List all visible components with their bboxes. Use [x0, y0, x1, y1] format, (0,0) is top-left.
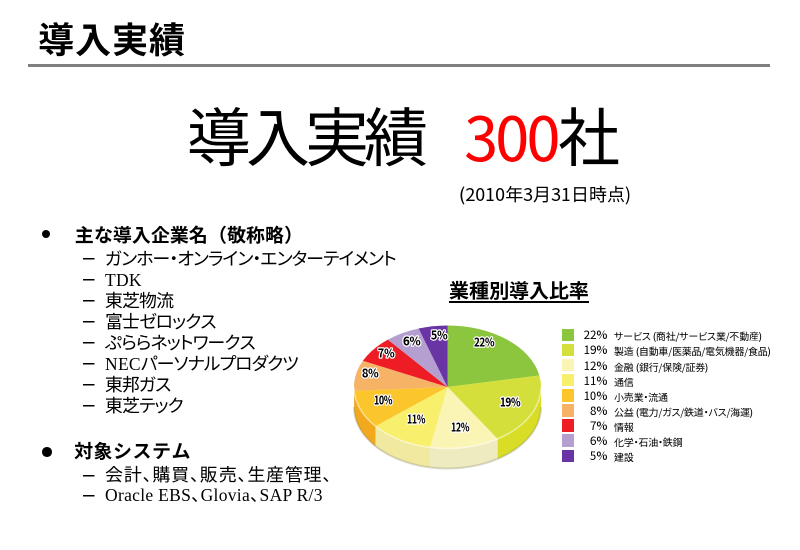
- svg-text:6%: 6%: [403, 331, 421, 350]
- svg-text:10%: 10%: [374, 390, 393, 409]
- svg-text:12%: 12%: [451, 417, 470, 436]
- svg-text:11%: 11%: [407, 409, 426, 428]
- svg-text:7%: 7%: [378, 343, 395, 362]
- svg-text:5%: 5%: [431, 325, 448, 344]
- svg-text:19%: 19%: [500, 392, 521, 411]
- svg-text:8%: 8%: [362, 363, 379, 382]
- svg-text:22%: 22%: [474, 332, 495, 351]
